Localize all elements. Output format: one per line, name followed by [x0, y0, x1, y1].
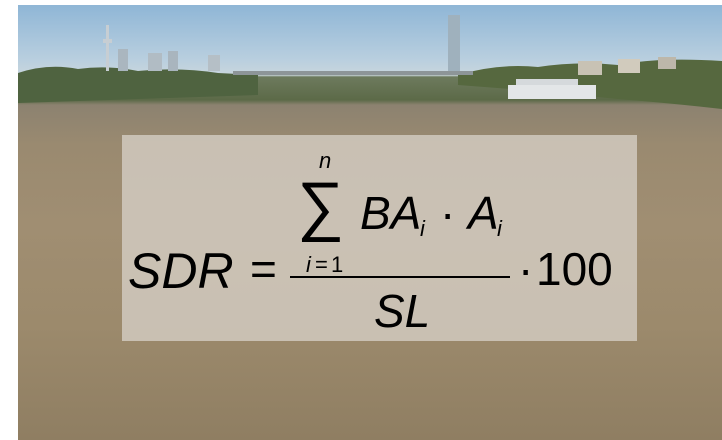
- formula-lhs: SDR: [128, 243, 234, 299]
- sum-lower-equals: =: [315, 252, 328, 277]
- summation-symbol: ∑: [297, 168, 345, 242]
- product-dot: ·: [440, 187, 456, 239]
- term-a-subscript: i: [497, 216, 502, 241]
- denominator-sl: SL: [374, 285, 431, 337]
- sum-lower-value: 1: [331, 252, 344, 277]
- term-ba: BA: [360, 187, 422, 239]
- formula-equals: =: [250, 243, 277, 295]
- fraction-bar: [290, 276, 510, 278]
- formula-overlay-panel: [122, 135, 637, 341]
- sum-upper-limit: n: [319, 148, 332, 173]
- term-a: A: [468, 187, 499, 239]
- multiply-dot: ·: [518, 243, 534, 295]
- sum-lower-var: i: [306, 252, 311, 277]
- term-ba-subscript: i: [420, 216, 425, 241]
- multiplier-100: 100: [536, 243, 613, 295]
- city-skyline-illustration: [18, 15, 722, 109]
